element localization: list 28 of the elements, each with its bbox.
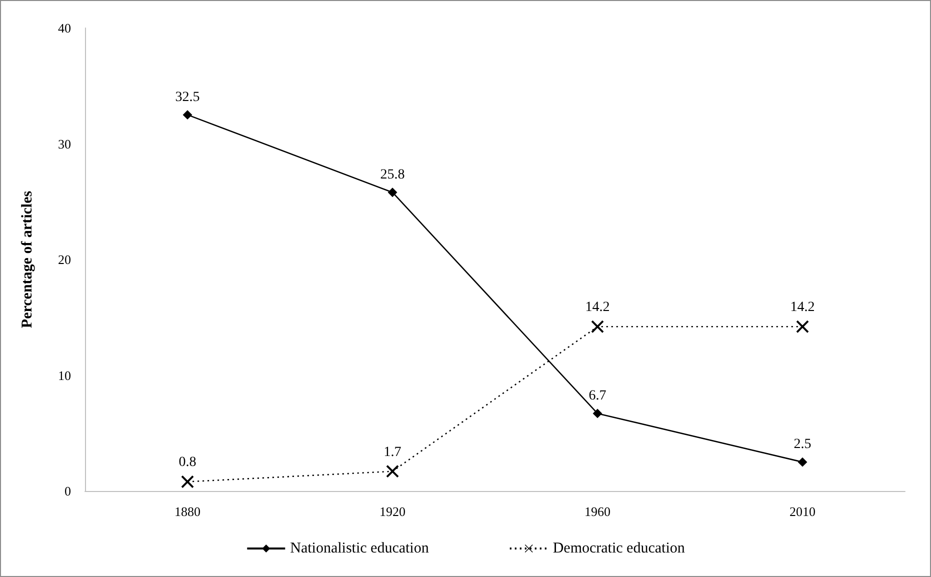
x-tick-label: 1880	[174, 504, 200, 519]
y-tick-label: 10	[58, 368, 71, 383]
legend-label: Nationalistic education	[290, 540, 430, 556]
point	[183, 110, 192, 120]
y-tick-label: 0	[64, 484, 71, 498]
data-label: 1.7	[384, 444, 402, 460]
legend-label: Democratic education	[552, 540, 686, 556]
data-label: 6.7	[588, 388, 606, 404]
data-label: 0.8	[178, 455, 196, 470]
point	[796, 320, 808, 333]
y-axis-title: Percentage of articles	[20, 190, 36, 328]
data-label: 2.5	[794, 437, 812, 452]
y-tick-label: 30	[58, 136, 71, 152]
y-tick-label: 40	[58, 20, 71, 36]
data-label: 14.2	[585, 300, 610, 316]
x-tick-label: 2010	[790, 504, 816, 519]
point	[593, 408, 602, 418]
x-tick-label: 1960	[584, 504, 610, 519]
data-label: 14.2	[790, 300, 815, 316]
y-tick-label: 20	[58, 252, 71, 267]
point	[182, 476, 194, 488]
x-tick-label: 1920	[380, 504, 406, 519]
point	[386, 465, 398, 478]
point	[798, 458, 807, 467]
data-label: 32.5	[175, 90, 200, 105]
point	[388, 188, 397, 197]
point	[592, 320, 604, 333]
data-label: 25.8	[380, 167, 405, 182]
